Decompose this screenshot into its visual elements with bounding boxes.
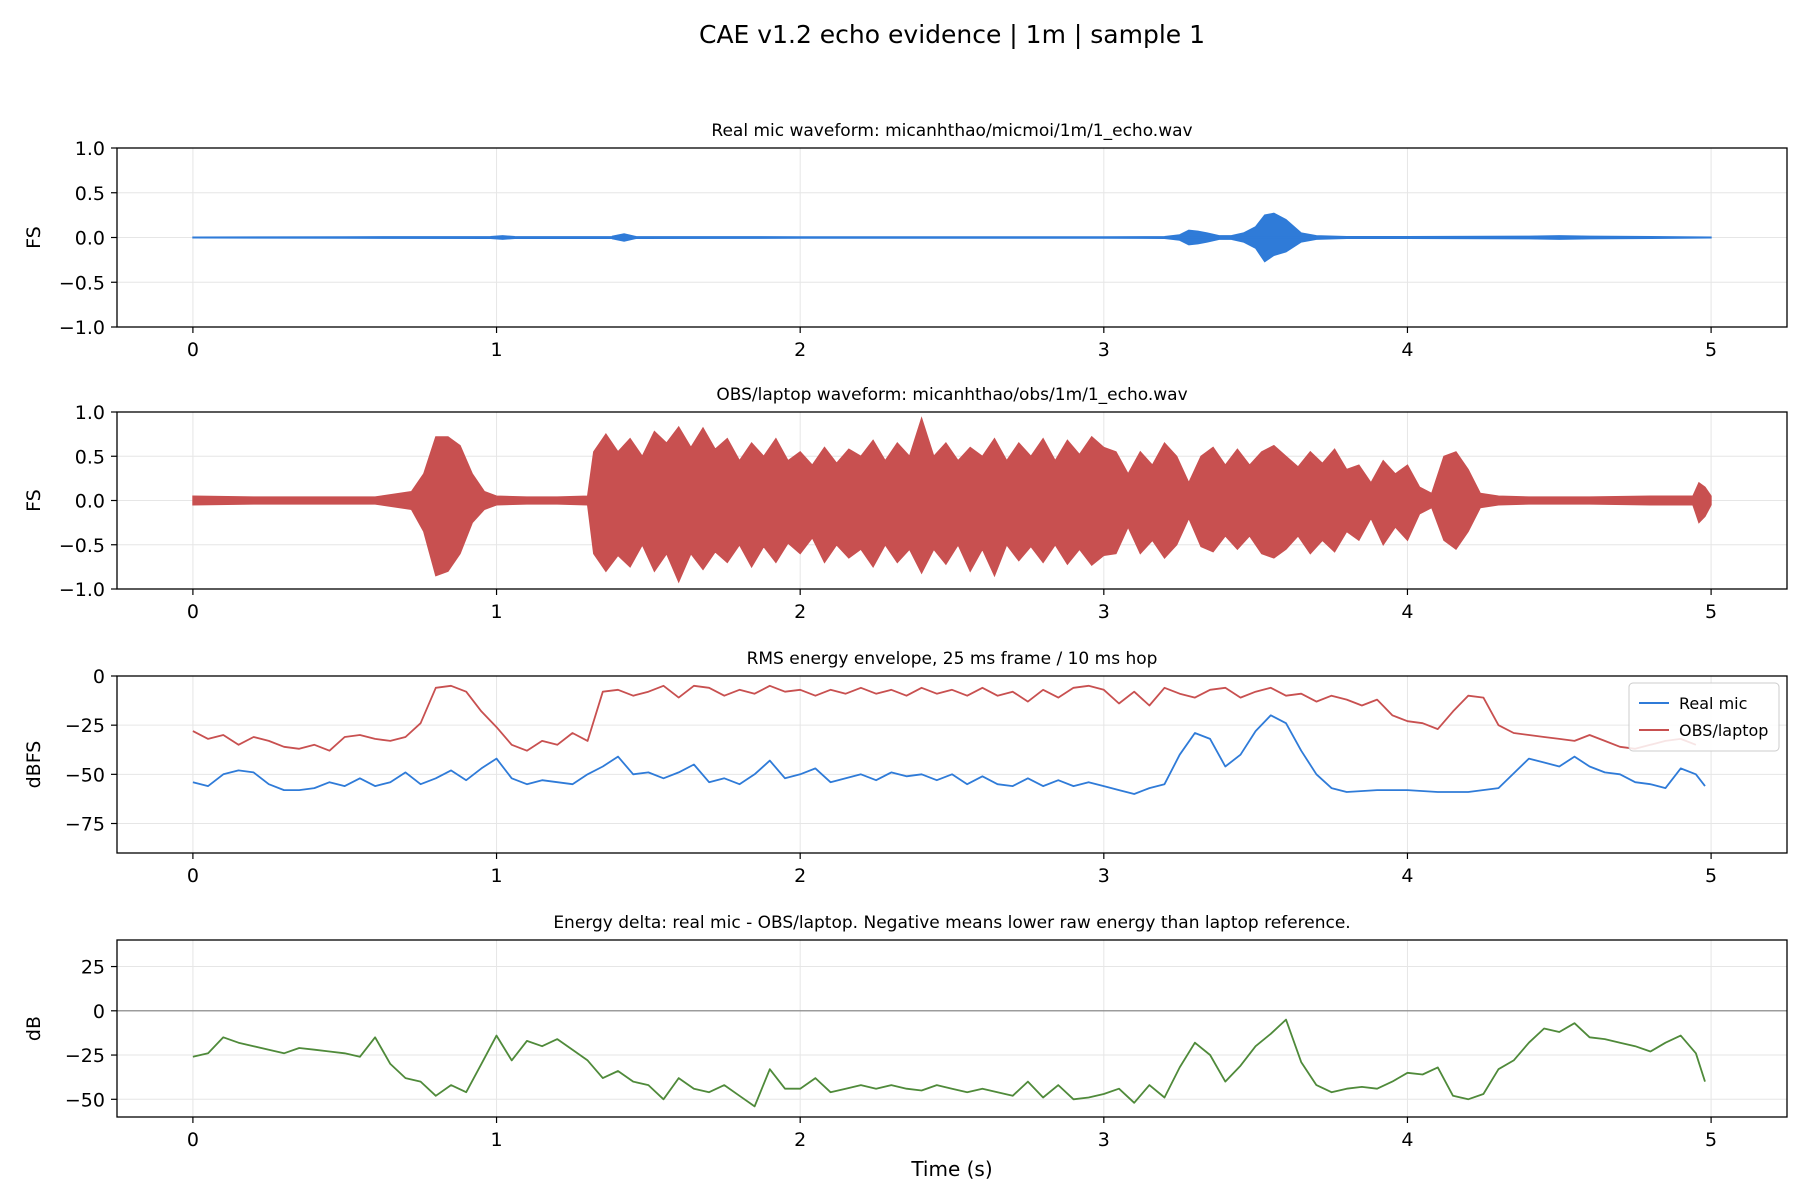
panel-2: 0 1 2 3 4 5 1.0 0.5 0.0 −0.5 −1.0 OBS/laptop wavefo… bbox=[23, 385, 1788, 623]
y-tick-label: 0 bbox=[93, 666, 105, 688]
x-tick-label: 4 bbox=[1401, 339, 1413, 361]
x-tick-label: 1 bbox=[490, 865, 502, 887]
y-tick-label: 25 bbox=[81, 957, 105, 979]
panel-frame bbox=[116, 675, 1788, 854]
x-tick-label: 0 bbox=[187, 601, 199, 623]
panel-title: Real mic waveform: micanhthao/micmoi/1m/… bbox=[711, 121, 1192, 141]
x-tick-label: 4 bbox=[1401, 1129, 1413, 1151]
chart-panels: 0 1 2 3 4 5 1.0 0.5 0.0 −0.5 −1.0 Real mic waveform… bbox=[23, 121, 1788, 1151]
y-tick-label: 0 bbox=[93, 1001, 105, 1023]
x-tick-label: 5 bbox=[1705, 865, 1717, 887]
x-tick-label: 5 bbox=[1705, 1129, 1717, 1151]
x-tick-label: 1 bbox=[490, 339, 502, 361]
y-tick-label: −1.0 bbox=[59, 317, 105, 339]
legend-label-obs-laptop: OBS/laptop bbox=[1679, 721, 1768, 740]
y-tick-label: −1.0 bbox=[59, 579, 105, 601]
series-obs-laptop-line bbox=[192, 684, 1697, 752]
panel-title: RMS energy envelope, 25 ms frame / 10 ms… bbox=[747, 649, 1158, 669]
x-tick-label: 3 bbox=[1098, 601, 1110, 623]
y-axis-label: dB bbox=[23, 1016, 45, 1041]
legend: Real mic OBS/laptop bbox=[1628, 682, 1780, 752]
y-tick-label: 1.0 bbox=[75, 138, 105, 160]
y-axis-label: FS bbox=[23, 226, 45, 249]
y-tick-label: −25 bbox=[65, 715, 105, 737]
y-tick-label: 0.5 bbox=[75, 446, 105, 468]
panel-frame bbox=[116, 939, 1788, 1118]
panel-title: OBS/laptop waveform: micanhthao/obs/1m/1… bbox=[716, 385, 1187, 405]
legend-label-real-mic: Real mic bbox=[1679, 694, 1747, 713]
y-tick-label: −50 bbox=[65, 1089, 105, 1111]
x-tick-label: 3 bbox=[1098, 865, 1110, 887]
x-tick-label: 1 bbox=[490, 1129, 502, 1151]
x-tick-label: 2 bbox=[794, 601, 806, 623]
series-real-mic-line bbox=[192, 714, 1706, 795]
x-tick-label: 5 bbox=[1705, 339, 1717, 361]
figure-title: CAE v1.2 echo evidence | 1m | sample 1 bbox=[699, 20, 1205, 49]
x-tick-label: 0 bbox=[187, 865, 199, 887]
y-tick-label: 0.5 bbox=[75, 183, 105, 205]
x-tick-label: 0 bbox=[187, 1129, 199, 1151]
x-tick-label: 5 bbox=[1705, 601, 1717, 623]
y-axis-label: dBFS bbox=[23, 741, 45, 789]
y-tick-label: −75 bbox=[65, 814, 105, 836]
panel-title: Energy delta: real mic - OBS/laptop. Neg… bbox=[553, 913, 1350, 933]
y-axis-label: FS bbox=[23, 489, 45, 512]
x-axis-label: Time (s) bbox=[910, 1157, 992, 1181]
panel-1: 0 1 2 3 4 5 1.0 0.5 0.0 −0.5 −1.0 Real mic waveform… bbox=[23, 121, 1788, 361]
x-tick-label: 1 bbox=[490, 601, 502, 623]
panel-3: 0 1 2 3 4 5 0 −25 −50 −75 RMS energy envelope, 25 … bbox=[23, 649, 1788, 887]
x-tick-label: 2 bbox=[794, 339, 806, 361]
x-tick-label: 2 bbox=[794, 1129, 806, 1151]
y-tick-label: 0.0 bbox=[75, 491, 105, 513]
panel-4: 0 1 2 3 4 5 25 0 −25 −50 Energy delta: real mic - … bbox=[23, 913, 1788, 1151]
legend-box bbox=[1628, 682, 1780, 752]
x-tick-label: 2 bbox=[794, 865, 806, 887]
y-tick-label: 0.0 bbox=[75, 228, 105, 250]
x-tick-label: 4 bbox=[1401, 865, 1413, 887]
y-tick-label: −0.5 bbox=[59, 272, 105, 294]
x-tick-label: 4 bbox=[1401, 601, 1413, 623]
y-tick-label: −50 bbox=[65, 764, 105, 786]
series-4-1-line bbox=[192, 1018, 1706, 1108]
y-tick-label: −0.5 bbox=[59, 535, 105, 557]
y-tick-label: 1.0 bbox=[75, 402, 105, 424]
x-tick-label: 0 bbox=[187, 339, 199, 361]
x-tick-label: 3 bbox=[1098, 1129, 1110, 1151]
x-tick-label: 3 bbox=[1098, 339, 1110, 361]
y-tick-label: −25 bbox=[65, 1045, 105, 1067]
